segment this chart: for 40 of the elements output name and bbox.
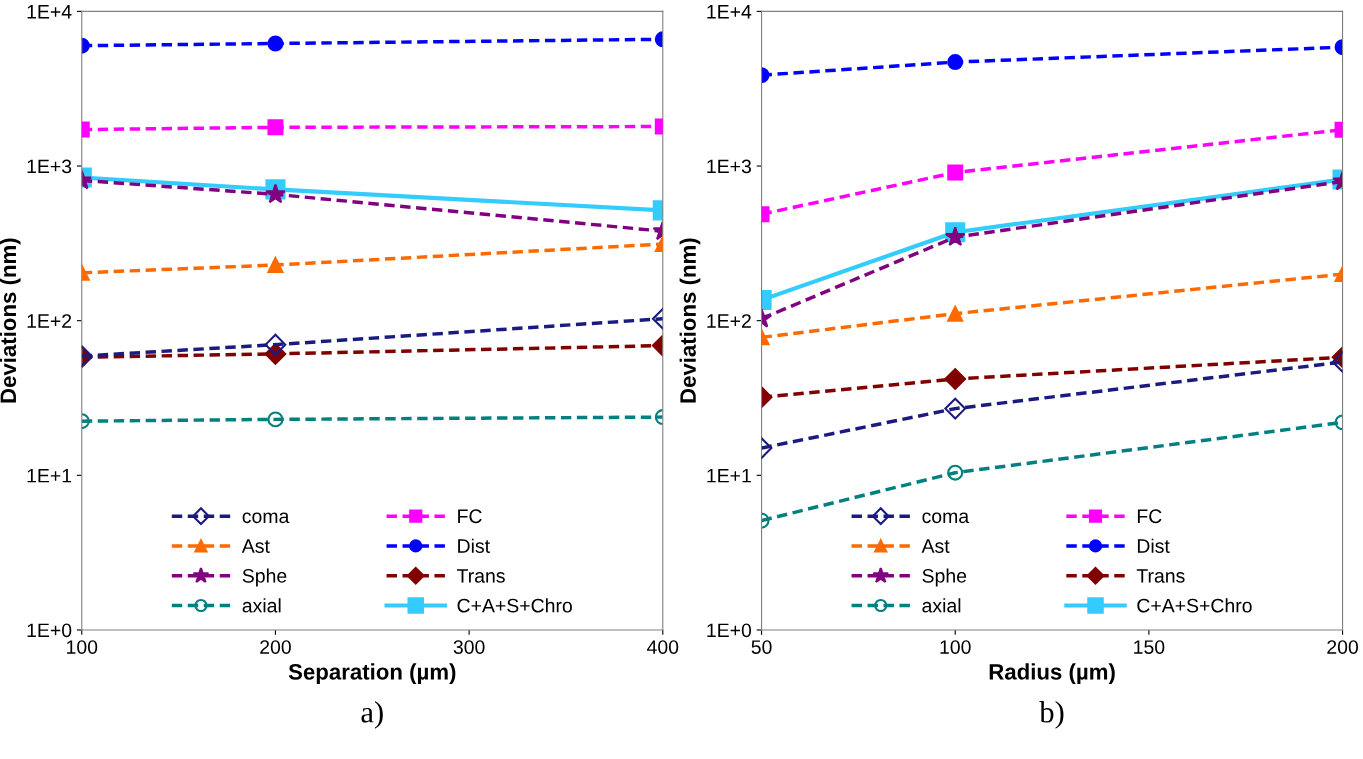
legend-label: axial <box>242 598 281 613</box>
legend-label: Ast <box>921 539 950 553</box>
y-tick-label: 1E+4 <box>27 5 72 19</box>
x-tick-label: 400 <box>647 640 679 654</box>
y-tick-label: 1E+4 <box>707 5 752 19</box>
y-tick-label: 1E+1 <box>27 468 72 483</box>
legend-label: coma <box>922 512 970 524</box>
legend-label: FC <box>1137 509 1162 524</box>
x-tick-label: 150 <box>1134 640 1165 654</box>
legend-label: Sphe <box>922 568 967 587</box>
x-tick-label: 100 <box>67 640 98 654</box>
y-tick-label: 1E+2 <box>707 314 751 328</box>
x-axis-title: Radius (µm) <box>989 663 1115 685</box>
y-tick-label: 1E+1 <box>707 468 751 483</box>
x-tick-label: 300 <box>453 640 485 654</box>
text: a) <box>361 701 383 729</box>
legend-label: Sphe <box>242 568 287 587</box>
x-axis-title: Separation (µm) <box>288 663 456 685</box>
legend-label: C+A+S+Chro <box>1137 598 1252 613</box>
x-tick-label: 100 <box>940 640 971 654</box>
x-tick-label: 200 <box>260 640 291 654</box>
legend-label: coma <box>242 512 290 524</box>
y-axis-title: Deviations (nm) <box>679 238 701 403</box>
legend-label: Dist <box>458 538 490 553</box>
y-axis-title: Deviations (nm) <box>0 238 21 403</box>
y-tick-label: 1E+3 <box>707 159 751 174</box>
legend-label: axial <box>922 598 961 613</box>
legend-label: Trans <box>457 569 505 583</box>
y-tick-label: 1E+2 <box>27 314 72 328</box>
x-tick-label: 200 <box>1327 640 1359 654</box>
legend-label: Ast <box>241 539 270 553</box>
text: b) <box>1039 701 1064 729</box>
y-tick-label: 1E+0 <box>707 623 752 638</box>
legend-label: Trans <box>1136 569 1185 583</box>
legend-label: Dist <box>1137 538 1170 553</box>
legend-label: C+A+S+Chro <box>457 598 572 613</box>
y-tick-label: 1E+0 <box>27 623 72 638</box>
x-tick-label: 50 <box>751 640 772 654</box>
legend-label: FC <box>458 509 482 524</box>
y-tick-label: 1E+3 <box>27 159 72 174</box>
